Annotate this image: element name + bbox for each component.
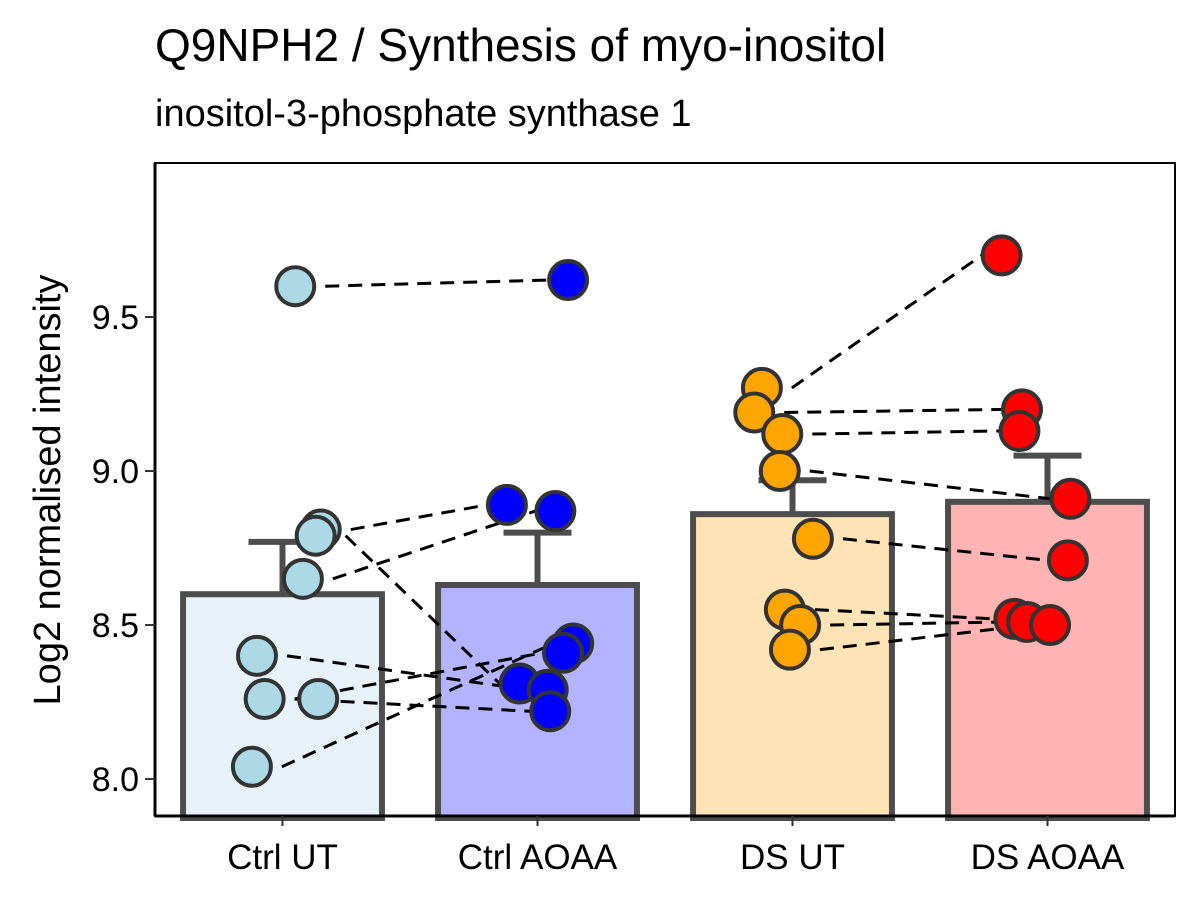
data-point-1-4 (542, 631, 584, 674)
data-point-3-4 (1046, 539, 1089, 582)
data-point-0-6 (297, 677, 340, 720)
y-tick-label-1: 8.5 (92, 607, 139, 645)
data-point-2-4 (791, 517, 834, 560)
x-tick-label-2: DS UT (740, 838, 845, 877)
bar-3 (945, 498, 1150, 821)
pair-line-0-0 (325, 278, 549, 288)
x-tick-label-0: Ctrl UT (227, 838, 338, 877)
x-tick-label-3: DS AOAA (971, 838, 1125, 877)
pair-line-1-4 (842, 537, 1049, 562)
pair-line-1-6 (830, 620, 1008, 627)
pair-lines-layer (281, 254, 1051, 769)
pair-line-1-1 (784, 407, 1003, 414)
data-point-3-2 (998, 409, 1041, 452)
y-tick-label-0: 8.0 (92, 761, 139, 799)
data-point-0-0 (274, 265, 317, 308)
data-point-1-7 (529, 690, 572, 733)
pair-line-0-3 (332, 509, 536, 581)
pair-line-1-2 (812, 429, 1000, 436)
data-point-3-0 (980, 234, 1023, 277)
data-point-0-5 (243, 677, 286, 720)
x-tick-label-1: Ctrl AOAA (458, 838, 618, 877)
y-tick-label-2: 9.0 (92, 453, 139, 491)
data-point-1-0 (547, 259, 590, 302)
data-point-0-4 (236, 634, 278, 677)
y-axis-label: Log2 normalised intensity (27, 275, 69, 706)
data-point-3-7 (1029, 604, 1072, 647)
pair-line-0-7 (281, 642, 554, 769)
pair-line-0-2 (344, 534, 501, 685)
pair-line-1-3 (809, 469, 1051, 501)
axes-layer: 8.0 8.5 9.0 9.5 Ctrl UT Ctrl AOAA DS UT DS AOAA (92, 162, 1176, 877)
data-point-0-3 (281, 557, 324, 600)
points-layer (230, 234, 1092, 788)
data-point-1-1 (485, 483, 528, 526)
pair-line-0-5 (294, 697, 531, 713)
data-point-2-2 (761, 413, 804, 456)
pair-line-1-7 (819, 623, 1031, 652)
data-point-0-7 (230, 745, 273, 788)
pair-line-1-5 (814, 608, 995, 621)
data-point-0-2 (294, 514, 337, 557)
chart-subtitle: inositol-3-phosphate synthase 1 (155, 93, 692, 135)
pair-line-0-4 (286, 654, 528, 692)
data-point-3-3 (1049, 477, 1092, 520)
data-point-1-2 (534, 490, 577, 533)
pair-line-1-0 (791, 254, 983, 390)
y-tick-label-3: 9.5 (92, 299, 139, 337)
data-point-2-7 (768, 628, 811, 671)
pair-line-0-1 (350, 503, 488, 532)
chart-title: Q9NPH2 / Synthesis of myo-inositol (155, 19, 887, 71)
data-point-2-1 (733, 391, 776, 434)
pair-line-0-6 (294, 651, 544, 701)
data-point-2-3 (758, 450, 801, 493)
